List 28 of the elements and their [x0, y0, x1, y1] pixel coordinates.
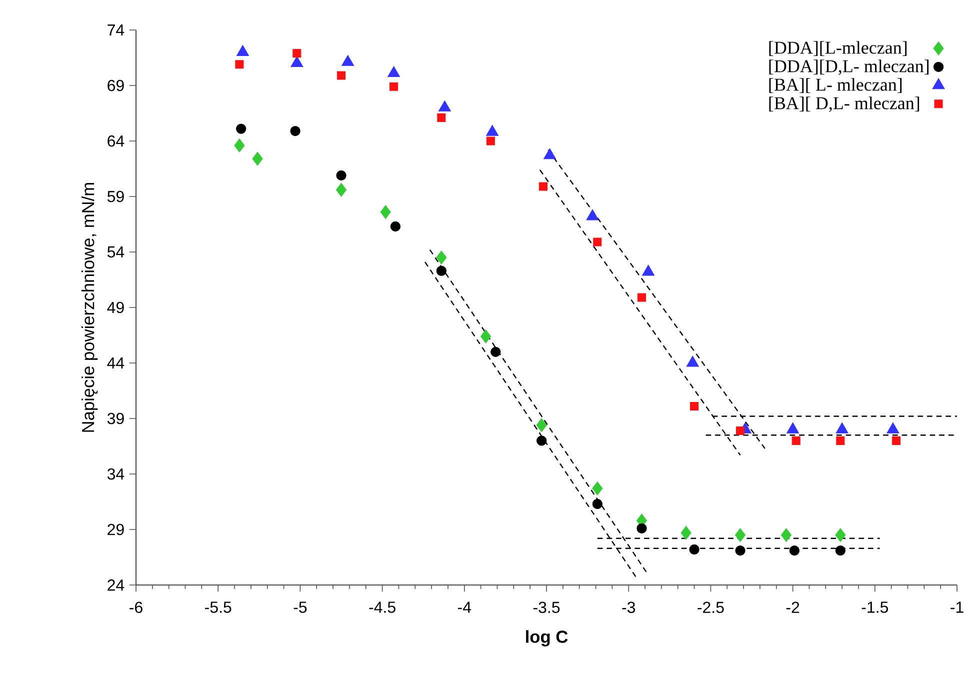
legend-label: [BA][ L- mleczan] [769, 78, 902, 94]
x-tick-label: -1 [950, 602, 964, 613]
y-tick-label: 24 [108, 579, 124, 591]
x-tick-label: -3.5 [533, 602, 560, 614]
y-tick-label: 49 [107, 302, 124, 314]
x-tick-label: -3 [622, 602, 636, 614]
y-tick-label: 59 [107, 190, 124, 202]
y-tick-label: 64 [108, 135, 124, 147]
x-tick-label: -2.5 [698, 602, 724, 614]
y-axis-title: Napięcie powierzchniowe, mN/m [81, 182, 98, 432]
legend-label: [DDA][L-mleczan] [769, 41, 907, 56]
x-tick-label: -2 [786, 602, 800, 613]
y-tick-label: 74 [108, 24, 124, 36]
x-tick-label: -5 [294, 602, 307, 613]
y-tick-label: 39 [107, 412, 124, 424]
x-axis-title: log C [526, 630, 568, 646]
x-tick-label: -5.5 [205, 602, 232, 613]
x-tick-label: -4 [458, 602, 472, 613]
legend-label: [BA][ D,L- mleczan] [769, 96, 920, 112]
x-tick-label: -1.5 [862, 602, 888, 613]
x-tick-label: -4.5 [369, 602, 396, 613]
y-tick-label: 34 [107, 468, 124, 480]
legend-label: [DDA][D,L- mleczan] [769, 60, 929, 75]
y-tick-label: 44 [107, 358, 124, 369]
y-tick-label: 29 [108, 524, 124, 536]
y-tick-label: 54 [107, 246, 124, 258]
y-tick-label: 69 [108, 80, 124, 92]
x-tick-label: -6 [130, 602, 142, 614]
